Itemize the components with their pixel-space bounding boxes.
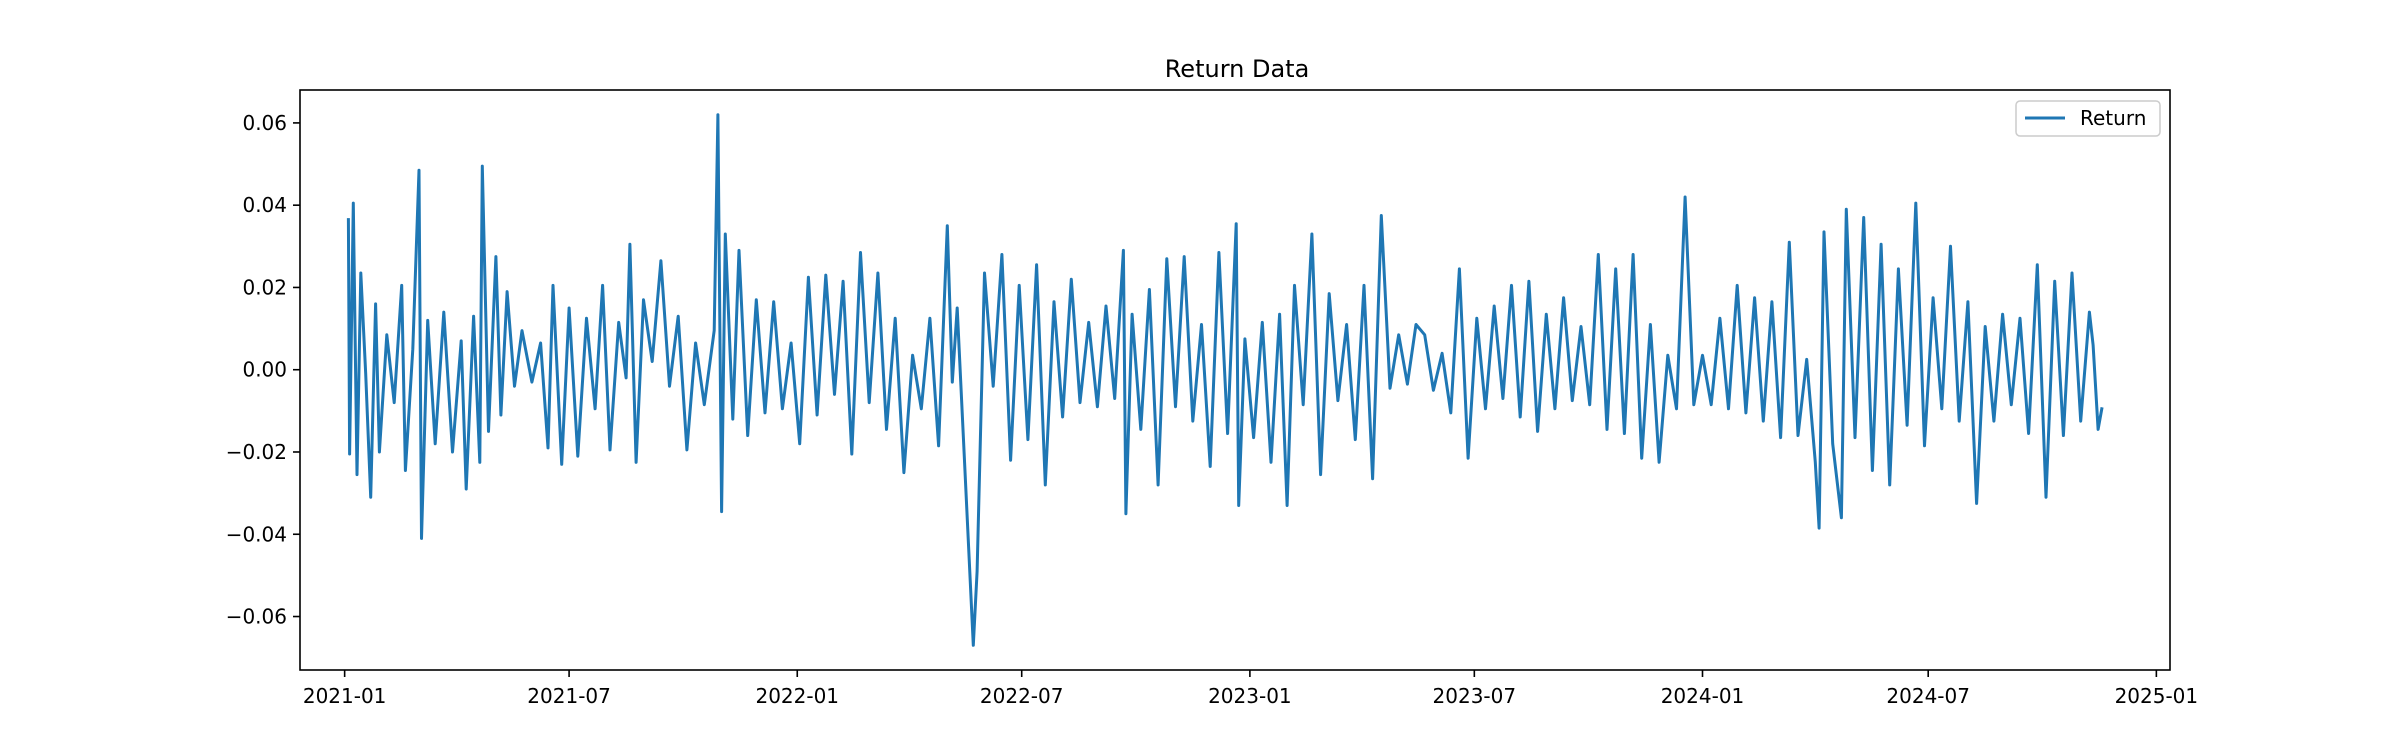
plot-area: −0.06−0.04−0.020.000.020.040.06 2021-01 2… [226,89,2198,708]
y-tick-label: 0.00 [242,358,287,382]
x-tick-label: 2025-01 [2115,684,2199,708]
chart-title: Return Data [1165,55,1310,83]
x-tick-label: 2023-01 [1208,684,1292,708]
legend: Return [2015,100,2161,137]
y-tick-label: 0.02 [242,275,287,299]
y-tick-label: 0.06 [242,111,287,135]
x-tick-label: 2024-01 [1661,684,1745,708]
x-tick-label: 2022-07 [980,684,1064,708]
x-tick-label: 2022-01 [755,684,839,708]
y-tick-label: −0.02 [226,440,287,464]
series-line-return [346,113,2104,647]
x-tick-label: 2024-07 [1886,684,1970,708]
y-tick-label: −0.04 [226,522,287,546]
legend-box [2015,100,2161,137]
y-tick-label: −0.06 [226,605,287,629]
axes-frame [299,89,2171,671]
x-tick-label: 2021-01 [303,684,387,708]
legend-label: Return [2080,106,2146,130]
series-layer [346,113,2104,647]
x-tick-label: 2021-07 [527,684,611,708]
x-tick-label: 2023-07 [1433,684,1517,708]
y-axis: −0.06 −0.04 −0.02 0.00 0.02 0.04 0.06 [226,111,300,629]
x-axis: 2021-01 2021-07 2022-01 2022-07 2023-01 2023-… [303,670,2198,708]
y-tick-label: 0.04 [242,193,287,217]
